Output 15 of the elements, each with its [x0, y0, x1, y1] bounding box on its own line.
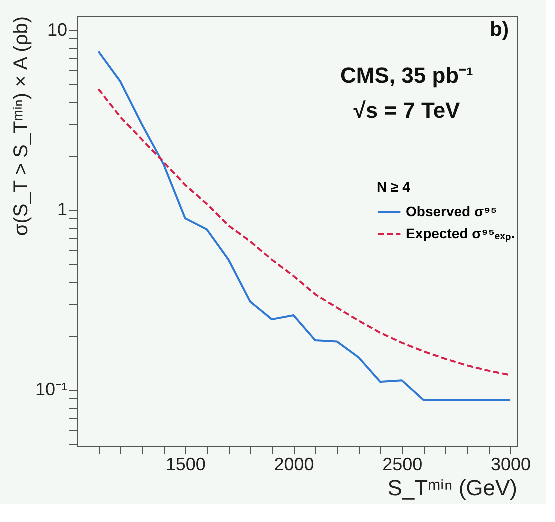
legend-label: Observed σ⁹⁵ [406, 204, 498, 220]
annotation: √s = 7 TeV [354, 98, 461, 123]
x-tick-label: 2500 [382, 454, 423, 474]
y-tick-label: 10⁻¹ [35, 380, 68, 400]
x-tick-label: 2000 [274, 454, 314, 474]
y-tick-label: 1 [57, 200, 68, 220]
legend-label: Expected σ⁹⁵ₑₓₚ. [406, 226, 516, 242]
y-axis-title: σ(S_T > S_Tᵐⁱⁿ) × A (ρb) [10, 16, 32, 236]
legend-title: N ≥ 4 [377, 179, 411, 195]
x-axis-title: S_Tᵐⁱⁿ (GeV) [388, 476, 518, 500]
annotation: b) [490, 19, 509, 41]
x-tick-label: 1500 [166, 454, 206, 474]
y-tick-label: 10 [47, 20, 68, 40]
annotation: CMS, 35 pb⁻¹ [340, 63, 474, 88]
x-tick-label: 3000 [490, 454, 532, 474]
